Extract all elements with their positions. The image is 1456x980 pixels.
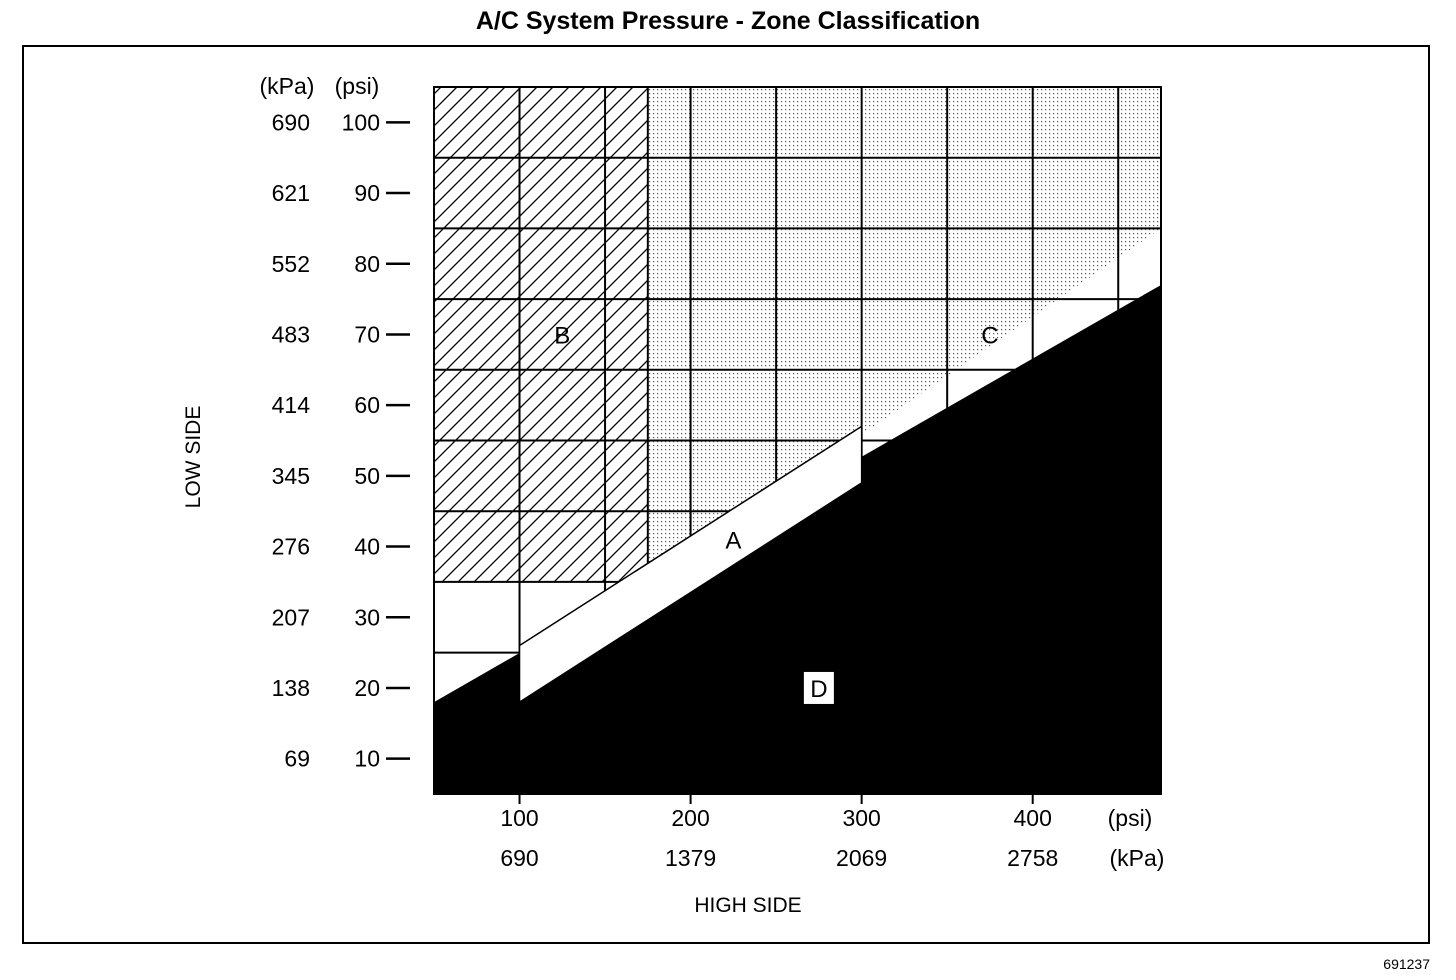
x-unit-psi: (psi) xyxy=(1108,805,1153,831)
y-tick-label-psi: 30 xyxy=(354,604,380,630)
y-unit-psi: (psi) xyxy=(335,73,380,99)
zone-a-layer xyxy=(518,424,863,704)
y-tick-label-kpa: 276 xyxy=(272,534,310,560)
zone-label-d-box xyxy=(803,671,834,704)
y-tick-label-psi: 80 xyxy=(354,251,380,277)
y-tick-label-kpa: 345 xyxy=(272,463,310,489)
y-unit-kpa: (kPa) xyxy=(260,73,315,99)
zone-label-b: B xyxy=(554,322,570,349)
zone-a-area xyxy=(518,424,863,704)
x-axis-label: HIGH SIDE xyxy=(694,894,801,917)
y-axis-label: LOW SIDE xyxy=(182,406,205,509)
x-tick-label-psi: 100 xyxy=(500,805,538,831)
chart-title: A/C System Pressure - Zone Classificatio… xyxy=(476,7,980,35)
labels-layer: 690 100 621 90 552 80 483 70 414 60 345 50 276 40 207 3… xyxy=(272,109,1059,871)
y-tick-label-kpa: 621 xyxy=(272,180,310,206)
y-tick-label-kpa: 690 xyxy=(272,109,310,135)
y-tick-label-psi: 60 xyxy=(354,392,380,418)
y-tick-label-psi: 50 xyxy=(354,463,380,489)
y-tick-label-psi: 100 xyxy=(342,109,380,135)
zone-b-area xyxy=(434,87,648,582)
y-tick-label-psi: 90 xyxy=(354,180,380,206)
x-unit-kpa: (kPa) xyxy=(1110,845,1165,871)
zone-label-a: A xyxy=(725,527,741,554)
x-tick-label-kpa: 2758 xyxy=(1007,845,1058,871)
figure-id: 691237 xyxy=(1383,956,1430,972)
ticks-layer xyxy=(386,121,1034,804)
y-tick-label-psi: 10 xyxy=(354,746,380,772)
y-tick-label-kpa: 483 xyxy=(272,321,310,347)
zone-label-c: C xyxy=(981,322,998,349)
x-tick-label-psi: 300 xyxy=(842,805,880,831)
y-tick-label-psi: 70 xyxy=(354,321,380,347)
y-tick-label-kpa: 414 xyxy=(272,392,311,418)
x-tick-label-kpa: 690 xyxy=(500,845,538,871)
plot-frame xyxy=(433,86,1162,795)
frame-border xyxy=(22,45,1430,944)
plot-frame-layer xyxy=(433,86,1162,795)
y-tick-label-kpa: 207 xyxy=(272,604,310,630)
y-tick-label-kpa: 69 xyxy=(284,746,310,772)
y-tick-label-psi: 40 xyxy=(354,534,380,560)
y-tick-label-kpa: 552 xyxy=(272,251,310,277)
x-tick-label-kpa: 1379 xyxy=(665,845,716,871)
zone-label-d: D xyxy=(810,676,827,703)
x-tick-label-psi: 200 xyxy=(671,805,709,831)
x-tick-label-psi: 400 xyxy=(1014,805,1052,831)
y-tick-label-psi: 20 xyxy=(354,675,380,701)
x-tick-label-kpa: 2069 xyxy=(836,845,887,871)
zone-d-area xyxy=(434,284,1161,794)
y-tick-label-kpa: 138 xyxy=(272,675,310,701)
